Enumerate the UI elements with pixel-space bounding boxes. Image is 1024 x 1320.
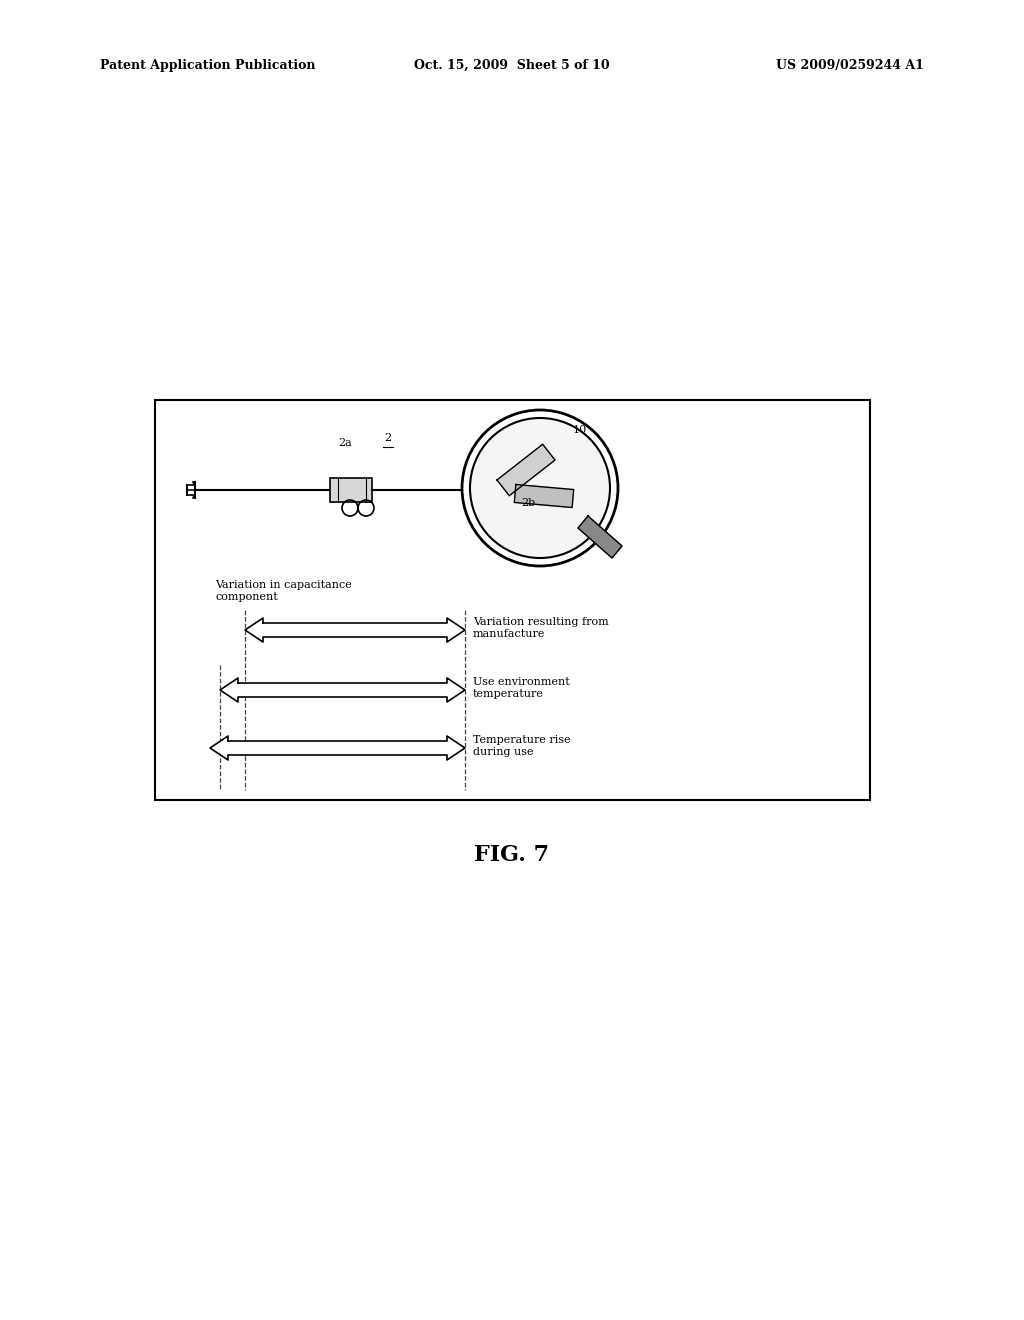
Bar: [330, 478, 372, 502]
Polygon shape: [514, 484, 573, 507]
Text: US 2009/0259244 A1: US 2009/0259244 A1: [776, 58, 924, 71]
Text: 2a: 2a: [338, 438, 352, 447]
Text: Oct. 15, 2009  Sheet 5 of 10: Oct. 15, 2009 Sheet 5 of 10: [414, 58, 610, 71]
Polygon shape: [245, 618, 465, 642]
Text: 10: 10: [572, 425, 587, 436]
Text: 2b: 2b: [521, 498, 536, 508]
Bar: [155, 400, 870, 800]
Polygon shape: [210, 737, 465, 760]
Text: Variation in capacitance
component: Variation in capacitance component: [215, 579, 352, 602]
Polygon shape: [497, 445, 555, 496]
Text: 2: 2: [384, 433, 391, 444]
Polygon shape: [220, 678, 465, 702]
Text: Patent Application Publication: Patent Application Publication: [100, 58, 315, 71]
Text: Use environment
temperature: Use environment temperature: [473, 677, 569, 698]
Text: Temperature rise
during use: Temperature rise during use: [473, 735, 570, 756]
Text: Variation resulting from
manufacture: Variation resulting from manufacture: [473, 618, 608, 639]
Text: FIG. 7: FIG. 7: [474, 843, 550, 866]
Polygon shape: [578, 516, 622, 558]
Circle shape: [470, 418, 610, 558]
